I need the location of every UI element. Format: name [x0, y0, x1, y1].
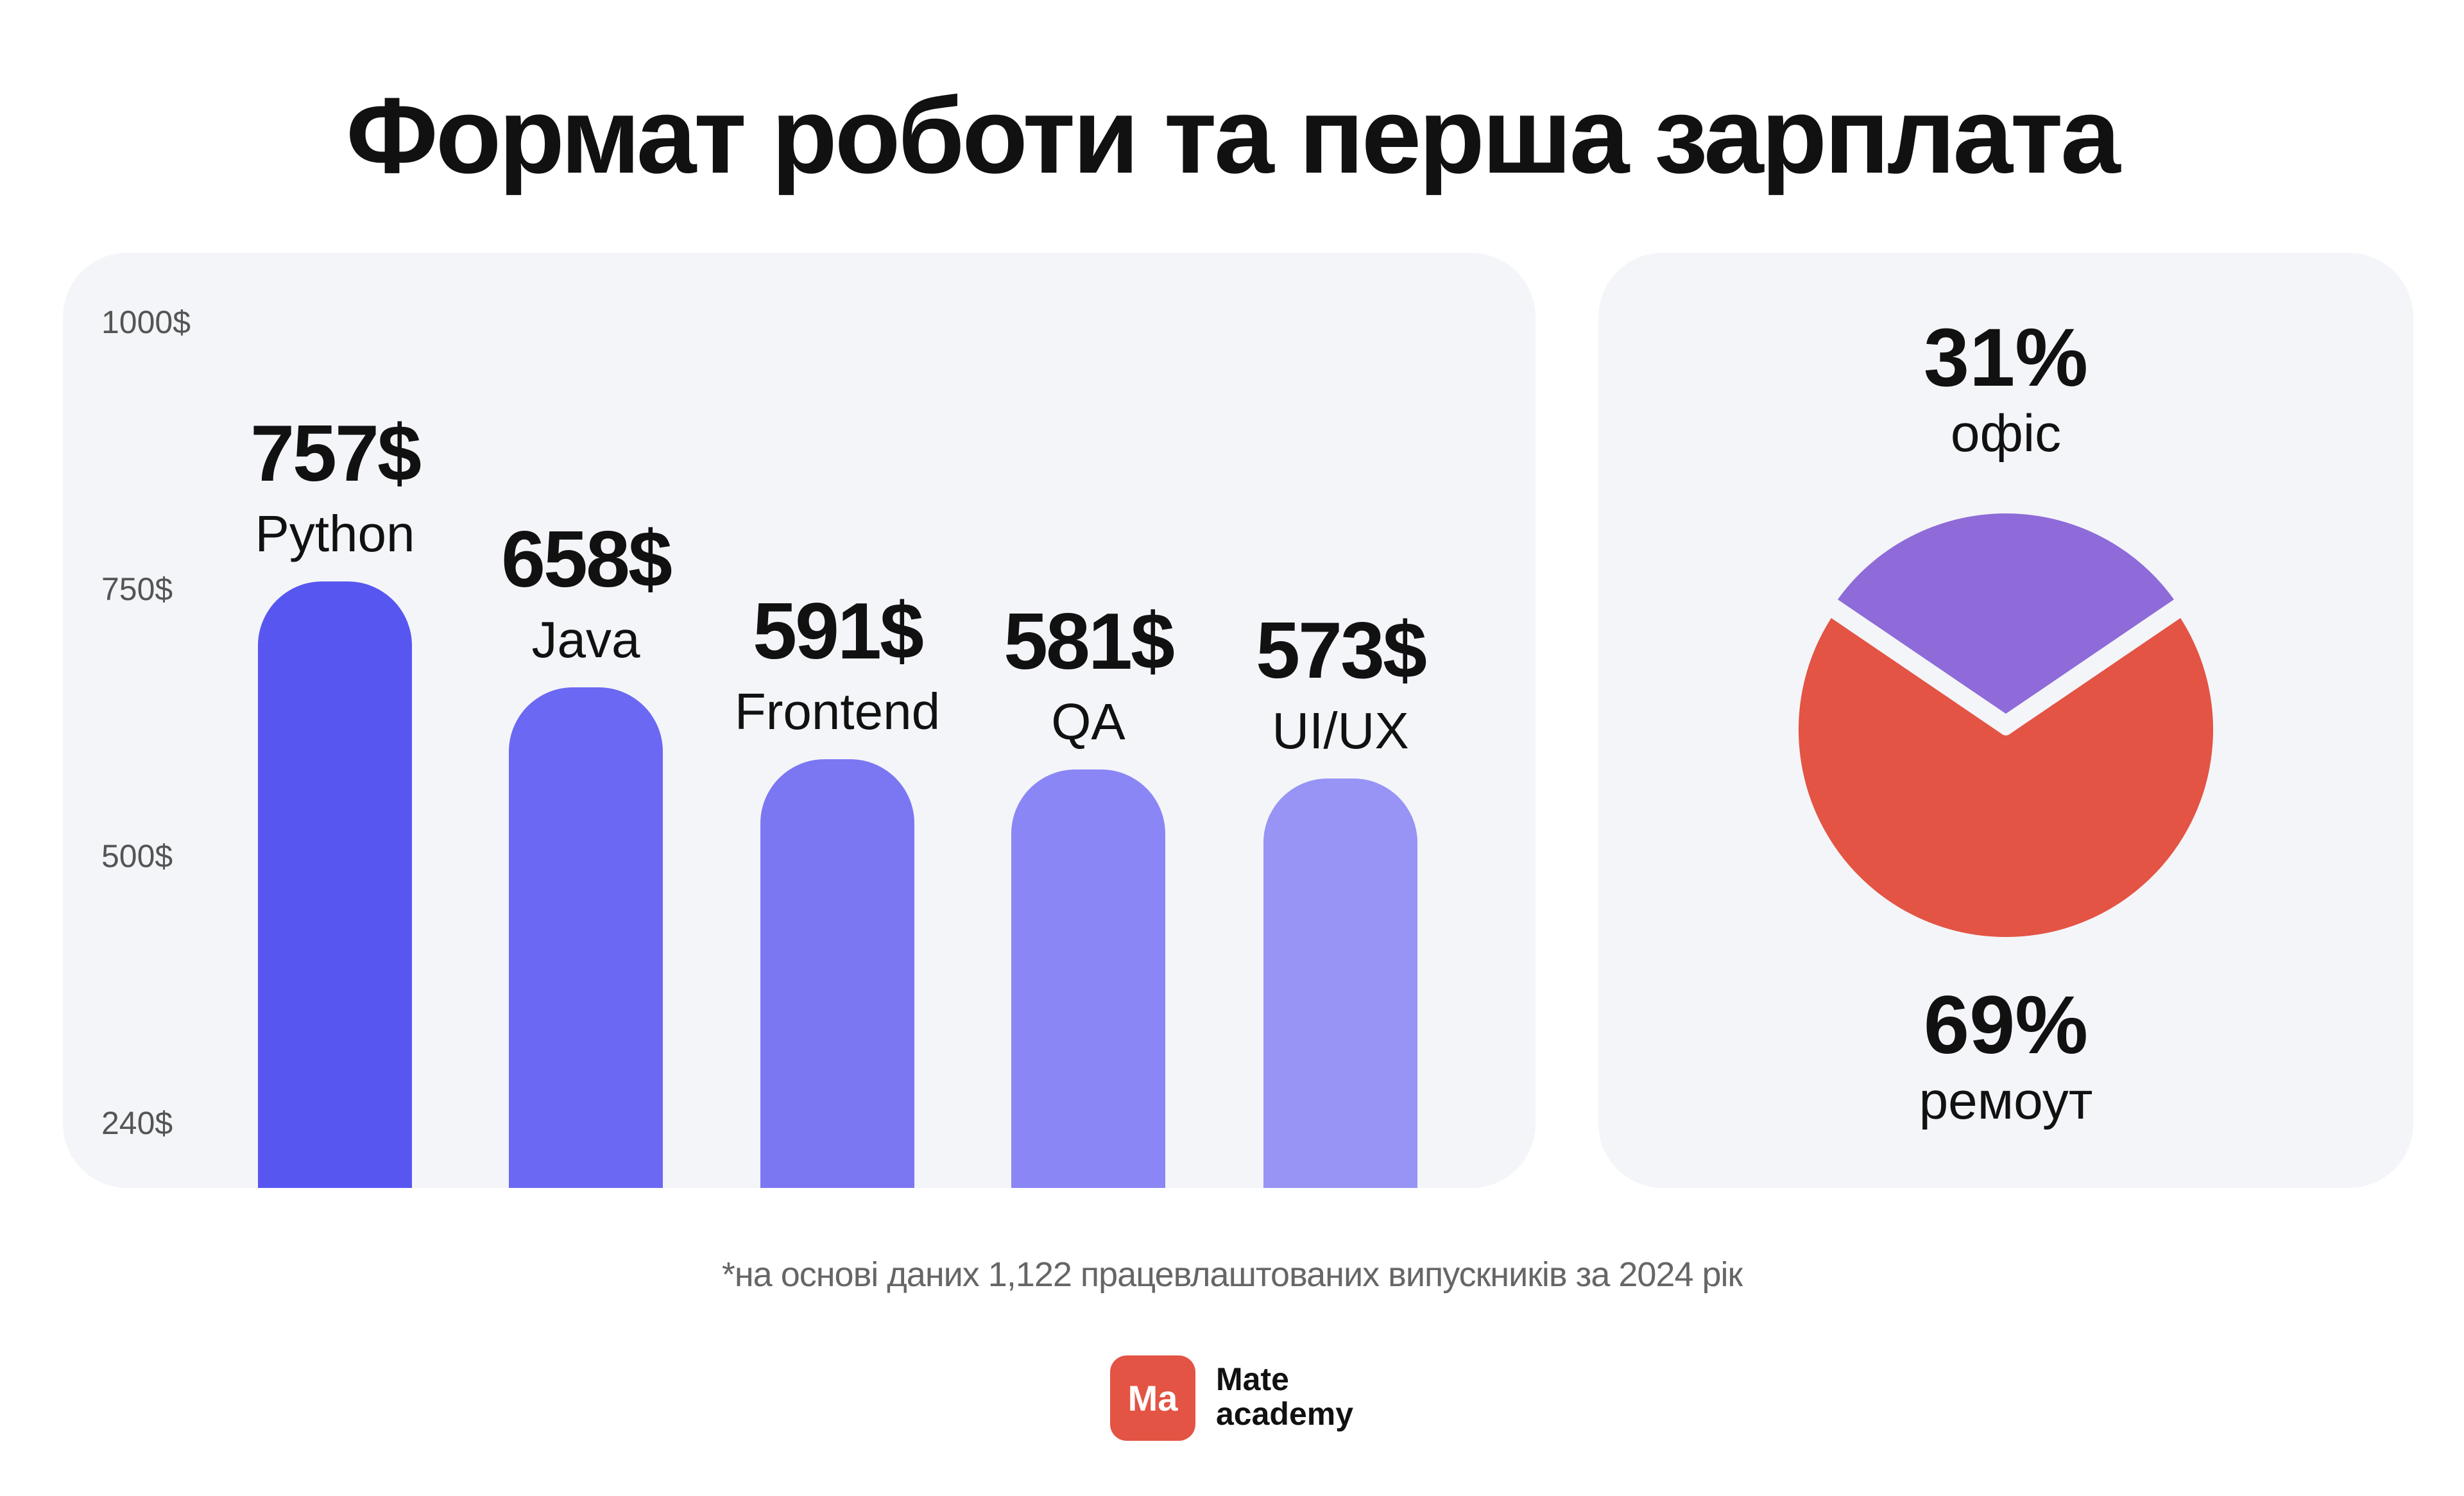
value-label: 757$ [250, 409, 422, 499]
logo-mark: Ma [1110, 1355, 1195, 1441]
office-label: офіс [1950, 404, 2062, 463]
work-format-pie-chart: 31% офіс 69% ремоут [1598, 253, 2413, 1188]
value-label: 658$ [501, 515, 672, 605]
value-label: 581$ [1004, 598, 1175, 687]
category-label: QA [1051, 693, 1125, 751]
pie-slice-remote [1787, 604, 2225, 949]
remote-percent: 69% [1923, 979, 2089, 1071]
logo-line2: academy [1216, 1396, 1354, 1432]
salary-bar-chart: 1000$ 750$ 500$ 240$ Python 757$ Java 658$ Front… [63, 253, 1536, 1188]
bar-java [509, 687, 663, 1188]
y-tick-label: 500$ [101, 838, 173, 874]
pie [1787, 502, 2225, 949]
logo-mark-text: Ma [1127, 1378, 1178, 1418]
y-tick-label: 1000$ [101, 304, 191, 340]
value-label: 573$ [1256, 606, 1427, 695]
footnote: *на основі даних 1,122 працевлаштованих … [721, 1255, 1743, 1294]
logo-text: Mate academy [1216, 1362, 1353, 1431]
bar-python [258, 581, 412, 1188]
remote-label: ремоут [1919, 1072, 2093, 1130]
pie-slice-office [1824, 502, 2188, 727]
y-tick-label: 750$ [101, 571, 173, 607]
category-label: Python [255, 505, 415, 563]
logo-line1: Mate [1216, 1361, 1289, 1397]
y-tick-label: 240$ [101, 1105, 173, 1141]
bar-frontend [760, 759, 914, 1188]
category-label: UI/UX [1272, 701, 1409, 759]
category-label: Frontend [734, 682, 941, 740]
bar-uiux [1263, 778, 1417, 1188]
value-label: 591$ [753, 587, 924, 676]
page-title: Формат роботи та перша зарплата [346, 75, 2120, 196]
office-percent: 31% [1923, 312, 2089, 404]
bar-qa [1011, 769, 1165, 1188]
category-label: Java [531, 611, 640, 669]
